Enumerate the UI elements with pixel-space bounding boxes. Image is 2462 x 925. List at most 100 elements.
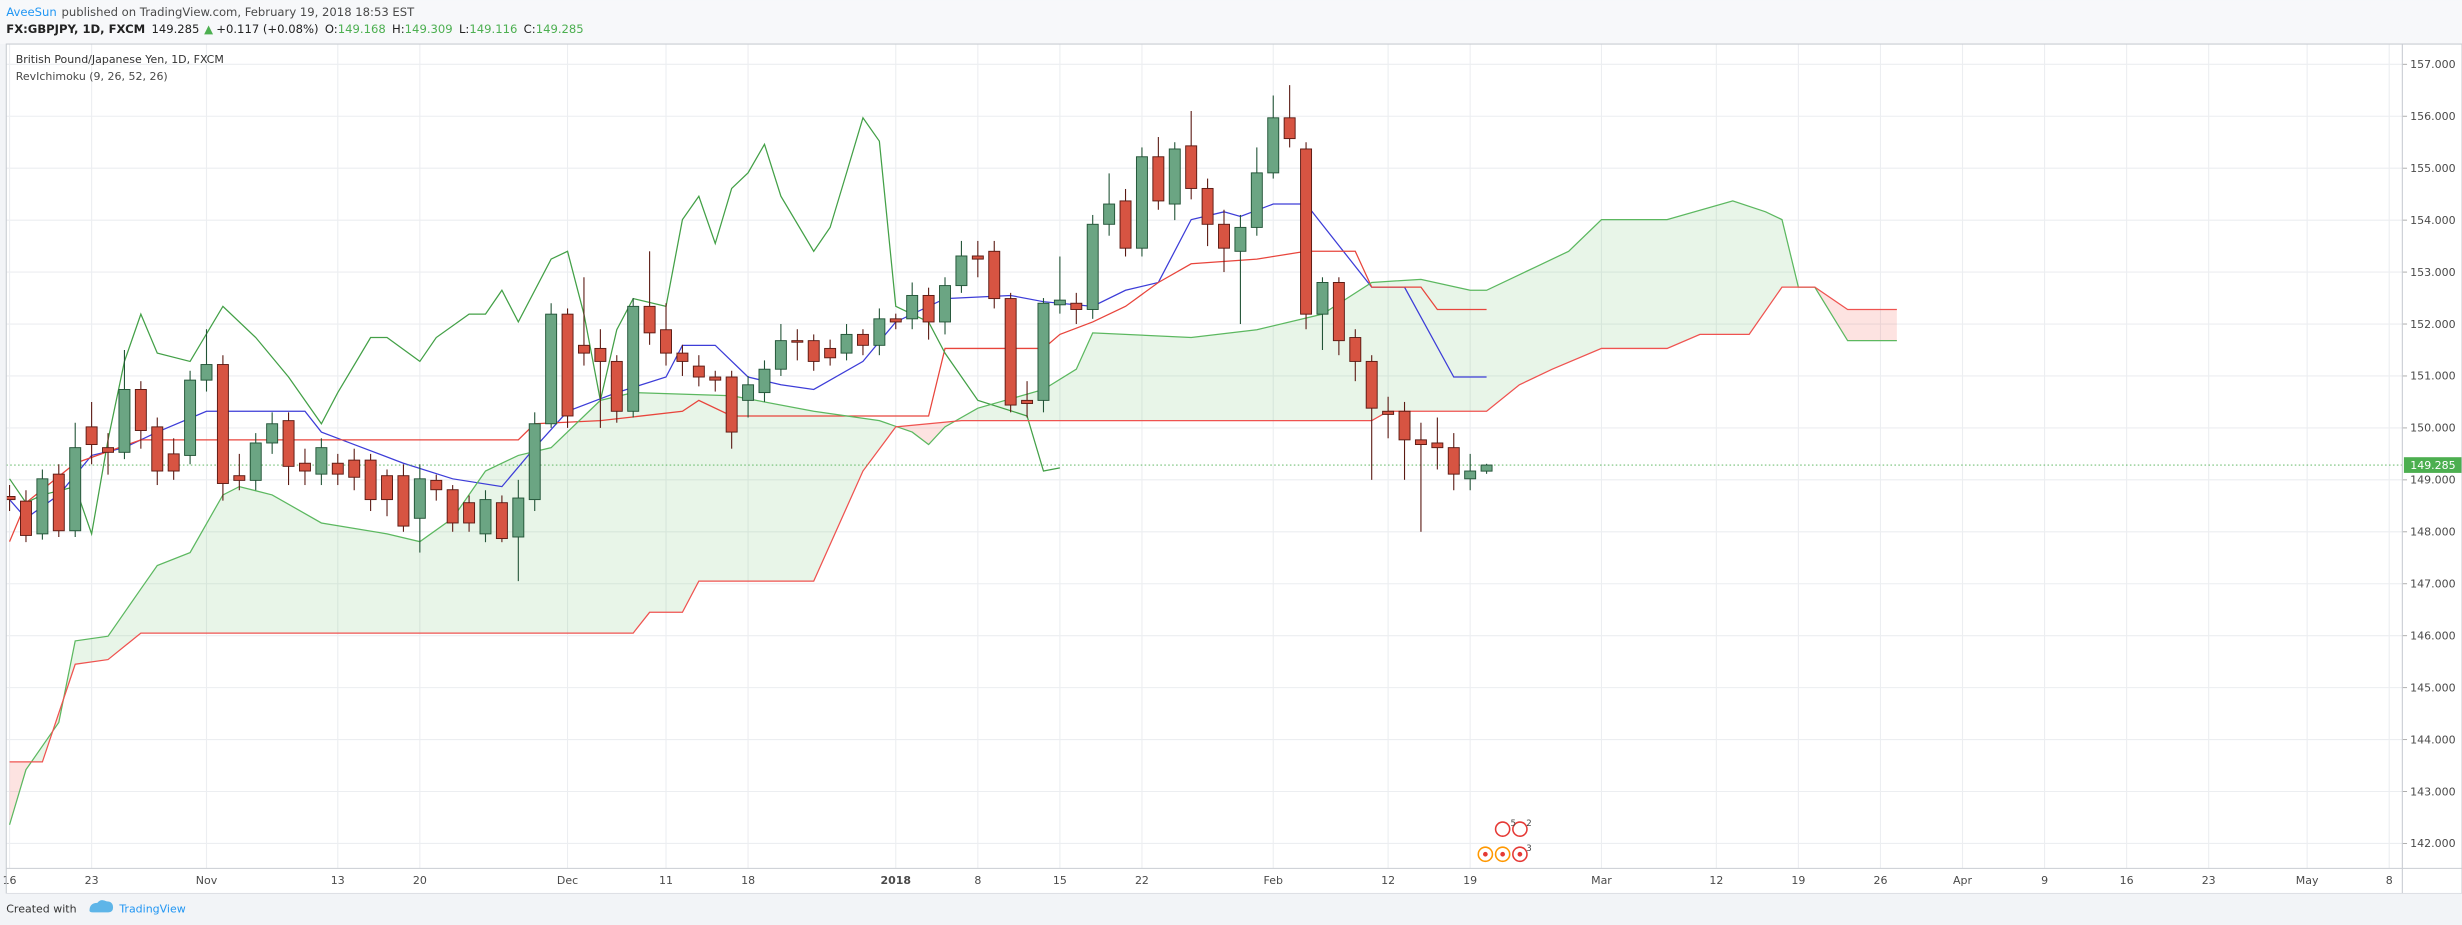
x-tick-label: 22 — [1135, 874, 1149, 887]
x-tick-label: 18 — [741, 874, 755, 887]
candle-body — [1119, 200, 1132, 249]
indicator-line — [9, 286, 1897, 763]
candle-body — [364, 459, 377, 501]
x-tick-label: 2018 — [880, 874, 911, 887]
candle-body — [331, 462, 344, 475]
x-tick-label: 12 — [1709, 874, 1723, 887]
candle-body — [20, 500, 32, 536]
x-tick-label: 11 — [659, 874, 673, 887]
brand[interactable]: TradingView — [118, 902, 185, 915]
x-tick-label: 23 — [2202, 874, 2216, 887]
candle-body — [1365, 360, 1378, 409]
candle-body — [889, 318, 902, 323]
candle-body — [1218, 223, 1230, 249]
indicator-name: RevIchimoku (9, 26, 52, 26) — [16, 70, 168, 83]
candle-body — [873, 318, 886, 346]
candle-body — [315, 447, 328, 475]
candle-body — [1414, 439, 1427, 446]
candle-body — [151, 426, 164, 472]
candle-body — [1086, 223, 1099, 310]
cloud-fill — [954, 200, 1817, 422]
candle-body — [446, 489, 459, 524]
candle-body — [216, 364, 229, 484]
y-tick-label: 152.000 — [2410, 318, 2455, 331]
x-tick-label: 19 — [1463, 874, 1477, 887]
candle-body — [1021, 399, 1034, 404]
x-tick-label: 16 — [3, 874, 17, 887]
y-tick-label: 147.000 — [2410, 578, 2455, 591]
y-tick-label: 157.000 — [2410, 58, 2455, 71]
candle-body — [102, 447, 114, 453]
candle-body — [774, 340, 787, 370]
candle-body — [381, 475, 393, 501]
event-count: 3 — [1526, 844, 1532, 854]
x-tick-label: Dec — [557, 874, 578, 887]
cloud-fill — [1816, 288, 1897, 341]
candle-body — [1201, 187, 1214, 225]
x-tick-label: May — [2296, 874, 2319, 887]
y-tick-label: 149.000 — [2410, 474, 2455, 487]
y-tick-label: 148.000 — [2410, 526, 2455, 539]
candle-body — [528, 423, 541, 501]
axes: 142.000 143.000 144.000 145.000 146.000 147.0… — [3, 58, 2462, 887]
last-price-label: 149.285 — [2410, 459, 2455, 472]
candle-body — [184, 379, 197, 456]
candle-body — [134, 389, 147, 431]
x-tick-label: Feb — [1264, 874, 1283, 887]
publish-line: AveeSun published on TradingView.com, Feb… — [6, 5, 415, 19]
event-count: 2 — [1526, 819, 1532, 829]
event-icon[interactable] — [1494, 821, 1511, 837]
candle-body — [85, 426, 98, 446]
x-tick-label: 9 — [2041, 874, 2048, 887]
candle-body — [1135, 156, 1148, 249]
candle-body — [906, 294, 919, 320]
candle-body — [233, 475, 246, 481]
quote-label: C: — [524, 22, 536, 36]
candle-body — [577, 344, 590, 354]
candle-body — [742, 384, 755, 401]
candle-body — [824, 347, 837, 359]
candle-body — [1283, 117, 1296, 140]
y-tick-label: 151.000 — [2410, 370, 2455, 383]
header-bg — [0, 0, 2462, 45]
x-tick-label: 20 — [413, 874, 427, 887]
quote-label: O: — [325, 22, 338, 36]
event-count: 5 — [1510, 819, 1516, 829]
candle-body — [1431, 442, 1444, 449]
candle-body — [1398, 410, 1411, 441]
x-tick-label: 15 — [1053, 874, 1067, 887]
candle-body — [660, 329, 672, 354]
candle-body — [479, 499, 492, 535]
candle-body — [1332, 282, 1345, 342]
plot-bg — [6, 44, 2462, 894]
cloud-fill — [9, 760, 33, 825]
candle-body — [348, 459, 361, 478]
y-tick-label: 144.000 — [2410, 733, 2455, 746]
y-tick-label: 145.000 — [2410, 681, 2455, 694]
candle-body — [397, 475, 410, 527]
candle-body — [282, 420, 295, 467]
candle-body — [610, 360, 623, 412]
candle-body — [266, 423, 279, 444]
candle-body — [118, 389, 131, 453]
author[interactable]: AveeSun — [6, 5, 57, 19]
indicator-line — [9, 116, 1061, 537]
candle-body — [807, 340, 820, 362]
x-tick-label: 13 — [331, 874, 345, 887]
candle-body — [1070, 302, 1083, 310]
candle-body — [922, 294, 935, 323]
candle-body — [643, 305, 656, 334]
created-with: Created with — [6, 902, 76, 915]
cloud-fill — [63, 392, 898, 699]
candle-body — [36, 478, 49, 535]
event-dot — [1517, 851, 1523, 857]
candle-body — [1234, 226, 1247, 252]
event-icon[interactable] — [1512, 821, 1528, 837]
x-tick-label: Mar — [1591, 874, 1612, 887]
x-tick-label: 23 — [85, 874, 99, 887]
symbol: FX:GBPJPY, 1D, FXCM — [6, 22, 145, 36]
candle-body — [1349, 337, 1362, 362]
logo[interactable] — [89, 900, 114, 913]
x-tick-label: Apr — [1953, 874, 1972, 887]
candle-body — [52, 473, 65, 532]
